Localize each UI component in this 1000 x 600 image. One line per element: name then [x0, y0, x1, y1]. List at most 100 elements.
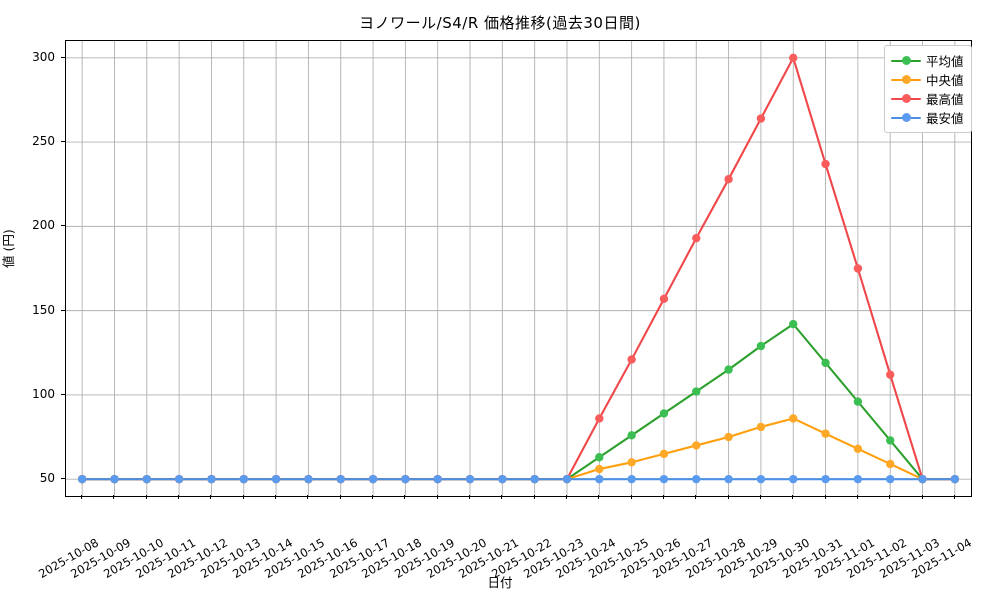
series-marker	[886, 436, 895, 445]
y-tick-label: 50	[39, 471, 55, 486]
y-tick-label: 300	[32, 49, 55, 64]
series-marker	[627, 458, 636, 467]
series-marker	[853, 444, 863, 454]
x-tick-mark	[178, 495, 180, 499]
x-tick-mark	[533, 495, 535, 499]
legend-label: 平均値	[926, 54, 964, 69]
legend-item[interactable]: 平均値	[891, 51, 964, 70]
series-marker	[853, 397, 863, 406]
series-marker	[853, 474, 863, 484]
series-marker	[692, 441, 701, 450]
series-marker	[724, 174, 733, 184]
legend-swatch-icon	[891, 92, 921, 105]
series-marker	[950, 474, 960, 484]
series-lines	[81, 56, 956, 481]
x-tick-mark	[792, 495, 794, 499]
series-line	[81, 323, 956, 481]
x-tick-mark	[824, 495, 826, 499]
series-markers	[77, 53, 960, 484]
series-marker	[595, 464, 604, 474]
y-tick-mark	[61, 393, 65, 395]
series-marker	[562, 474, 572, 484]
series-marker	[756, 114, 766, 123]
x-tick-mark	[145, 495, 147, 499]
series-marker	[336, 474, 345, 484]
x-tick-mark	[598, 495, 600, 499]
x-tick-mark	[759, 495, 761, 499]
x-tick-mark	[242, 495, 244, 499]
legend-item[interactable]: 最安値	[891, 108, 964, 127]
x-tick-mark	[469, 495, 471, 499]
legend-item[interactable]: 中央値	[891, 70, 964, 89]
plot-svg	[66, 41, 971, 496]
legend-item[interactable]: 最高値	[891, 89, 964, 108]
series-marker	[789, 53, 798, 63]
series-marker	[724, 432, 733, 442]
x-tick-mark	[630, 495, 632, 499]
series-line	[81, 417, 956, 481]
y-tick-mark	[61, 478, 65, 480]
series-marker	[886, 474, 895, 484]
series-marker	[692, 387, 701, 396]
series-marker	[627, 431, 636, 440]
series-marker	[498, 474, 507, 484]
x-tick-mark	[695, 495, 697, 499]
series-marker	[401, 474, 410, 484]
series-marker	[821, 358, 830, 368]
series-marker	[692, 474, 701, 484]
x-tick-mark	[372, 495, 374, 499]
series-marker	[821, 429, 830, 438]
series-marker	[627, 355, 636, 364]
chart-legend: 平均値中央値最高値 最安値	[884, 45, 972, 133]
x-tick-mark	[275, 495, 277, 499]
series-marker	[789, 414, 798, 423]
series-marker	[918, 474, 927, 484]
y-axis-label: 値 (円)	[1, 229, 16, 268]
y-tick-mark	[61, 225, 65, 227]
x-tick-mark	[210, 495, 212, 499]
grid-lines	[66, 41, 971, 496]
series-marker	[110, 474, 119, 484]
series-marker	[886, 459, 895, 469]
y-tick-label: 150	[32, 302, 55, 317]
legend-swatch-icon	[891, 73, 921, 86]
x-tick-mark	[81, 495, 83, 499]
series-marker	[659, 294, 669, 304]
series-marker	[756, 422, 766, 432]
series-marker	[789, 474, 798, 484]
y-tick-mark	[61, 56, 65, 58]
x-tick-mark	[501, 495, 503, 499]
y-tick-mark	[61, 141, 65, 143]
series-marker	[433, 474, 442, 484]
series-marker	[595, 474, 604, 484]
x-tick-mark	[307, 495, 309, 499]
x-tick-mark	[436, 495, 438, 499]
series-marker	[595, 414, 604, 423]
x-tick-mark	[404, 495, 406, 499]
y-tick-label: 250	[32, 134, 55, 149]
series-marker	[207, 474, 216, 484]
y-tick-label: 200	[32, 218, 55, 233]
x-tick-mark	[953, 495, 955, 499]
x-tick-mark	[856, 495, 858, 499]
legend-label: 最高値	[926, 92, 964, 107]
series-marker	[659, 409, 669, 418]
series-marker	[368, 474, 378, 484]
series-marker	[821, 474, 830, 484]
x-axis-label: 日付	[487, 575, 513, 590]
series-marker	[821, 159, 830, 169]
series-marker	[853, 264, 863, 273]
x-tick-mark	[727, 495, 729, 499]
x-tick-mark	[889, 495, 891, 499]
legend-swatch-icon	[891, 111, 921, 124]
series-marker	[271, 474, 281, 484]
series-marker	[724, 365, 733, 374]
legend-label: 中央値	[926, 73, 964, 88]
x-tick-mark	[339, 495, 341, 499]
x-tick-mark	[565, 495, 567, 499]
series-marker	[756, 341, 766, 351]
y-tick-mark	[61, 309, 65, 311]
series-marker	[465, 474, 475, 484]
series-marker	[142, 474, 151, 484]
